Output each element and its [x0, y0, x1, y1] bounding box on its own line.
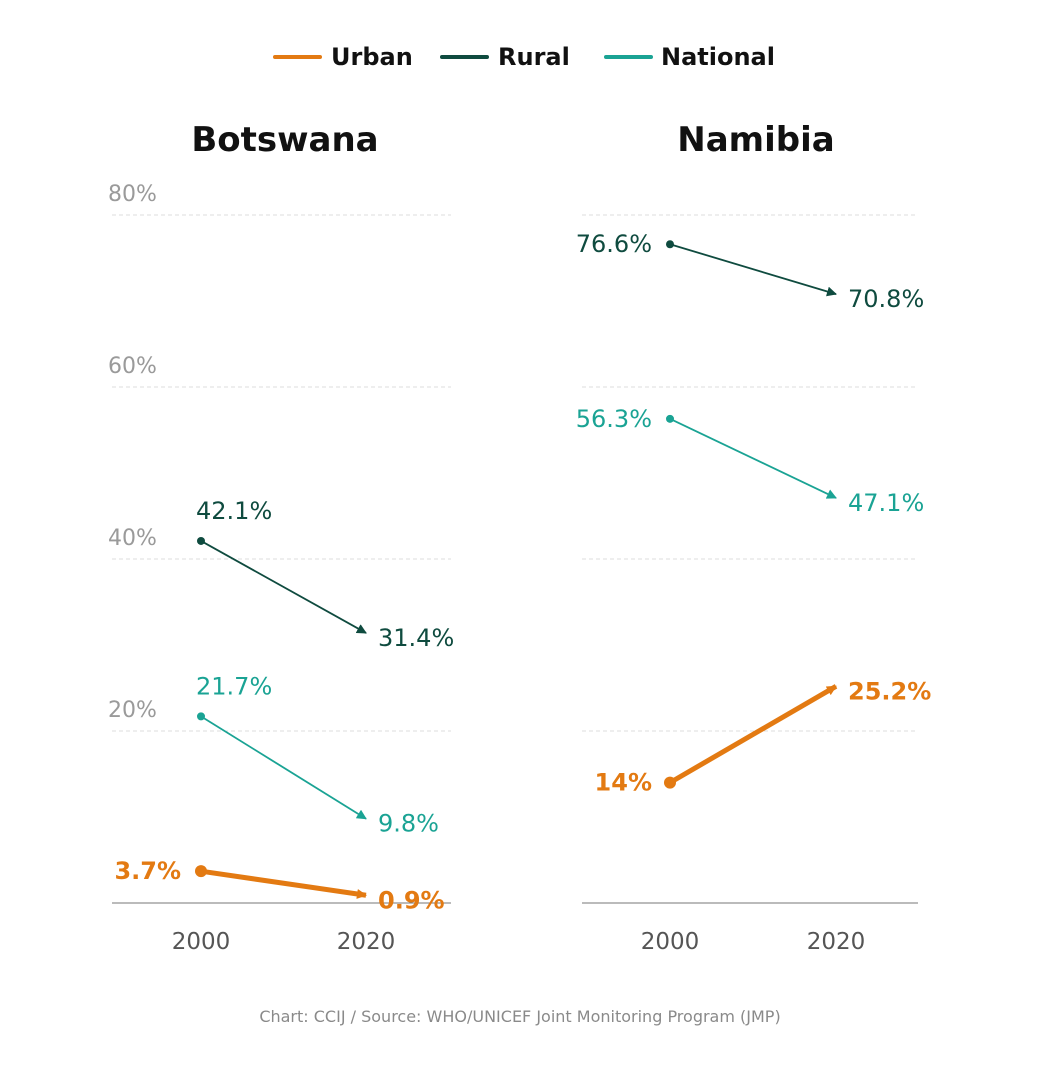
x-tick-label: 2000 — [172, 929, 231, 955]
series-line-rural — [200, 540, 367, 634]
legend-item-rural: Rural — [440, 43, 570, 71]
legend-item-urban: Urban — [273, 43, 413, 71]
value-label-start-urban: 3.7% — [114, 857, 181, 885]
series-national: 56.3% 47.1% — [576, 405, 925, 517]
y-tick-label: 60% — [108, 354, 157, 379]
panel-title: Botswana — [191, 120, 378, 160]
series-line-urban — [668, 684, 838, 785]
start-point-rural — [666, 240, 674, 249]
value-label-start-urban: 14% — [595, 769, 652, 797]
x-tick-label: 2020 — [807, 929, 866, 955]
value-label-end-urban: 25.2% — [848, 677, 931, 705]
series-urban: 3.7% 0.9% — [114, 857, 444, 914]
y-tick-label: 80% — [108, 182, 157, 207]
start-point-urban — [195, 865, 207, 878]
value-label-start-national: 21.7% — [196, 672, 272, 700]
legend-label-national: National — [661, 43, 775, 71]
value-label-end-national: 9.8% — [378, 810, 439, 838]
series-line-national — [669, 418, 837, 499]
y-tick-label: 40% — [108, 526, 157, 551]
series-national: 21.7% 9.8% — [196, 672, 439, 837]
start-point-urban — [664, 776, 676, 789]
y-tick-label: 20% — [108, 698, 157, 723]
start-point-national — [666, 414, 674, 423]
series-urban: 14% 25.2% — [595, 677, 932, 796]
start-point-national — [197, 712, 205, 721]
value-label-start-national: 56.3% — [576, 405, 652, 433]
series-rural: 42.1% 31.4% — [196, 497, 454, 652]
source-note: Chart: CCIJ / Source: WHO/UNICEF Joint M… — [259, 1007, 780, 1026]
legend-item-national: National — [604, 43, 775, 71]
series-line-urban — [200, 868, 367, 899]
value-label-end-rural: 31.4% — [378, 624, 454, 652]
value-label-start-rural: 42.1% — [196, 497, 272, 525]
legend: Urban Rural National — [273, 43, 775, 71]
value-label-end-rural: 70.8% — [848, 285, 924, 313]
value-label-end-urban: 0.9% — [378, 886, 445, 914]
value-label-end-national: 47.1% — [848, 489, 924, 517]
start-point-rural — [197, 536, 205, 545]
panel-botswana: Botswana 20% 40% 60% 80% 2000 2020 3.7% 0.9% 42.1… — [108, 120, 454, 955]
x-tick-label: 2020 — [337, 929, 396, 955]
legend-label-rural: Rural — [498, 43, 570, 71]
legend-label-urban: Urban — [331, 43, 413, 71]
x-tick-label: 2000 — [641, 929, 700, 955]
series-line-rural — [669, 243, 837, 297]
value-label-start-rural: 76.6% — [576, 230, 652, 258]
panel-title: Namibia — [677, 120, 834, 160]
series-rural: 76.6% 70.8% — [576, 230, 925, 313]
series-line-national — [200, 715, 367, 820]
panel-namibia: Namibia 2000 2020 14% 25.2% 76.6% 70.8% 56.3% 47… — [576, 120, 932, 955]
chart-panels: Botswana 20% 40% 60% 80% 2000 2020 3.7% 0.9% 42.1… — [108, 120, 931, 955]
